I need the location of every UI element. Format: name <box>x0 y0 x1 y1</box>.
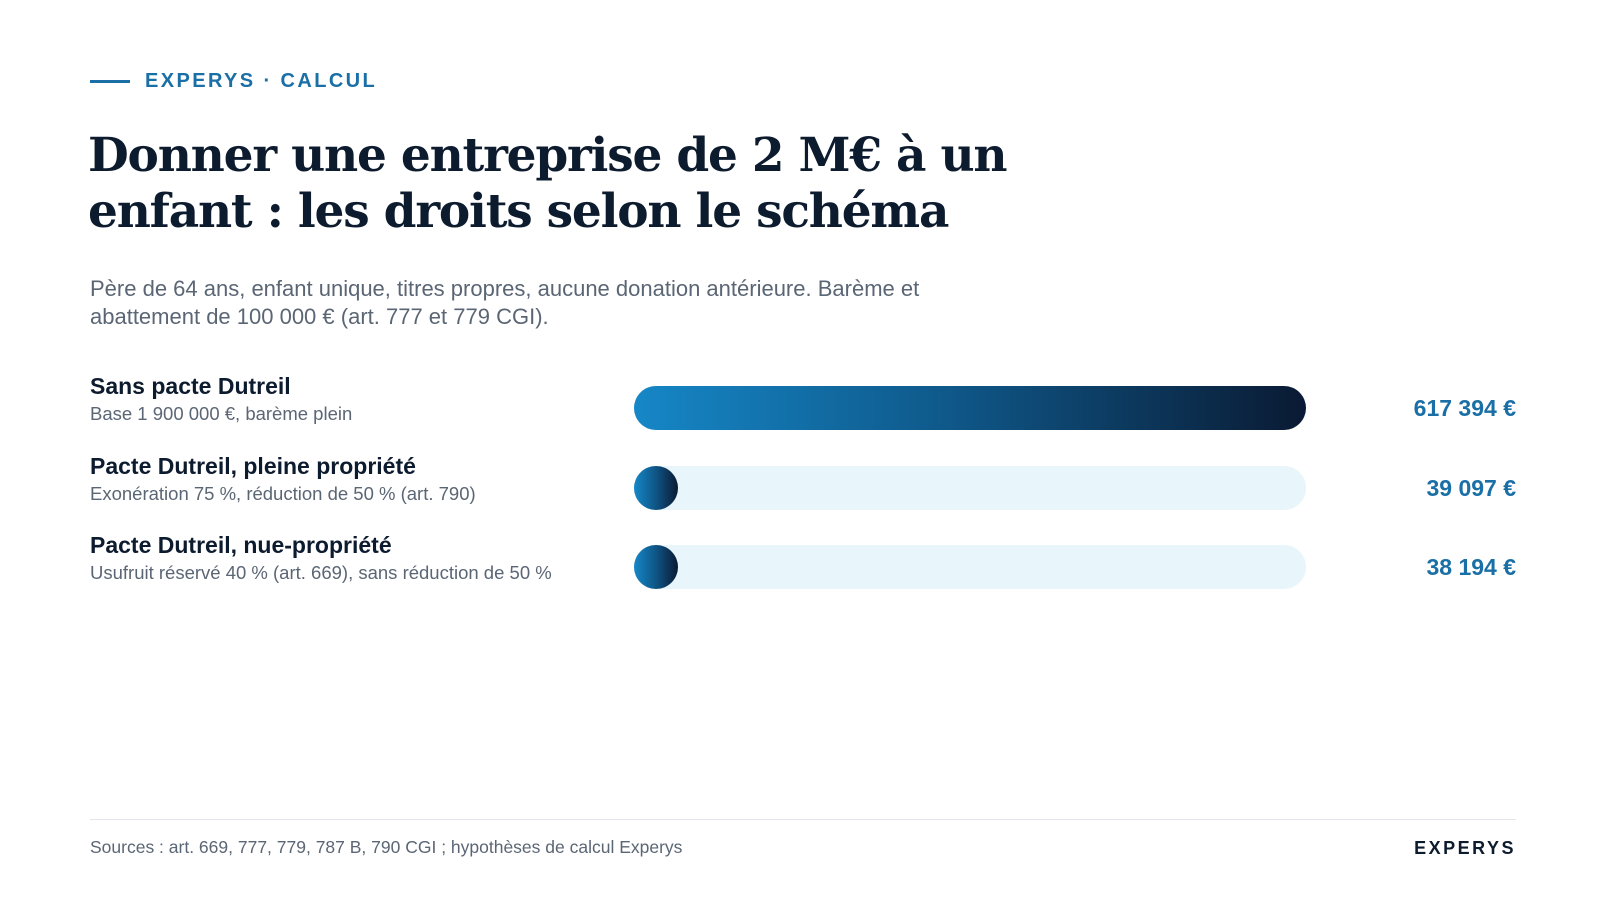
sources-note: Sources : art. 669, 777, 779, 787 B, 790… <box>90 837 683 857</box>
eyebrow-label: EXPERYS · CALCUL <box>145 70 378 92</box>
eyebrow-rule <box>90 80 130 83</box>
category-note: Usufruit réservé 40 % (art. 669), sans r… <box>90 562 552 583</box>
category-note: Base 1 900 000 €, barème plein <box>90 403 353 424</box>
bar-track <box>634 386 1306 430</box>
value-label: 39 097 € <box>1426 475 1516 501</box>
category-note: Exonération 75 %, réduction de 50 % (art… <box>90 483 476 504</box>
footer-divider <box>90 819 1516 820</box>
chart-row: Pacte Dutreil, pleine propriété Exonérati… <box>0 453 1600 523</box>
bar <box>634 545 678 589</box>
category-label: Pacte Dutreil, pleine propriété <box>90 453 416 479</box>
value-label: 617 394 € <box>1413 395 1516 421</box>
bar-track <box>634 545 1306 589</box>
page-title: Donner une entreprise de 2 M€ à un enfan… <box>88 128 1008 239</box>
value-label: 38 194 € <box>1426 554 1516 580</box>
chart-row: Pacte Dutreil, nue-propriété Usufruit rés… <box>0 532 1600 602</box>
brand-logo: EXPERYS <box>1414 838 1516 858</box>
eyebrow: EXPERYS · CALCUL <box>90 70 377 93</box>
bar <box>634 386 1306 430</box>
page-subtitle: Père de 64 ans, enfant unique, titres pr… <box>90 276 920 329</box>
bar <box>634 466 678 510</box>
category-label: Sans pacte Dutreil <box>90 373 291 399</box>
chart-row: Sans pacte Dutreil Base 1 900 000 €, barè… <box>0 373 1600 443</box>
category-label: Pacte Dutreil, nue-propriété <box>90 532 392 558</box>
bar-track <box>634 466 1306 510</box>
